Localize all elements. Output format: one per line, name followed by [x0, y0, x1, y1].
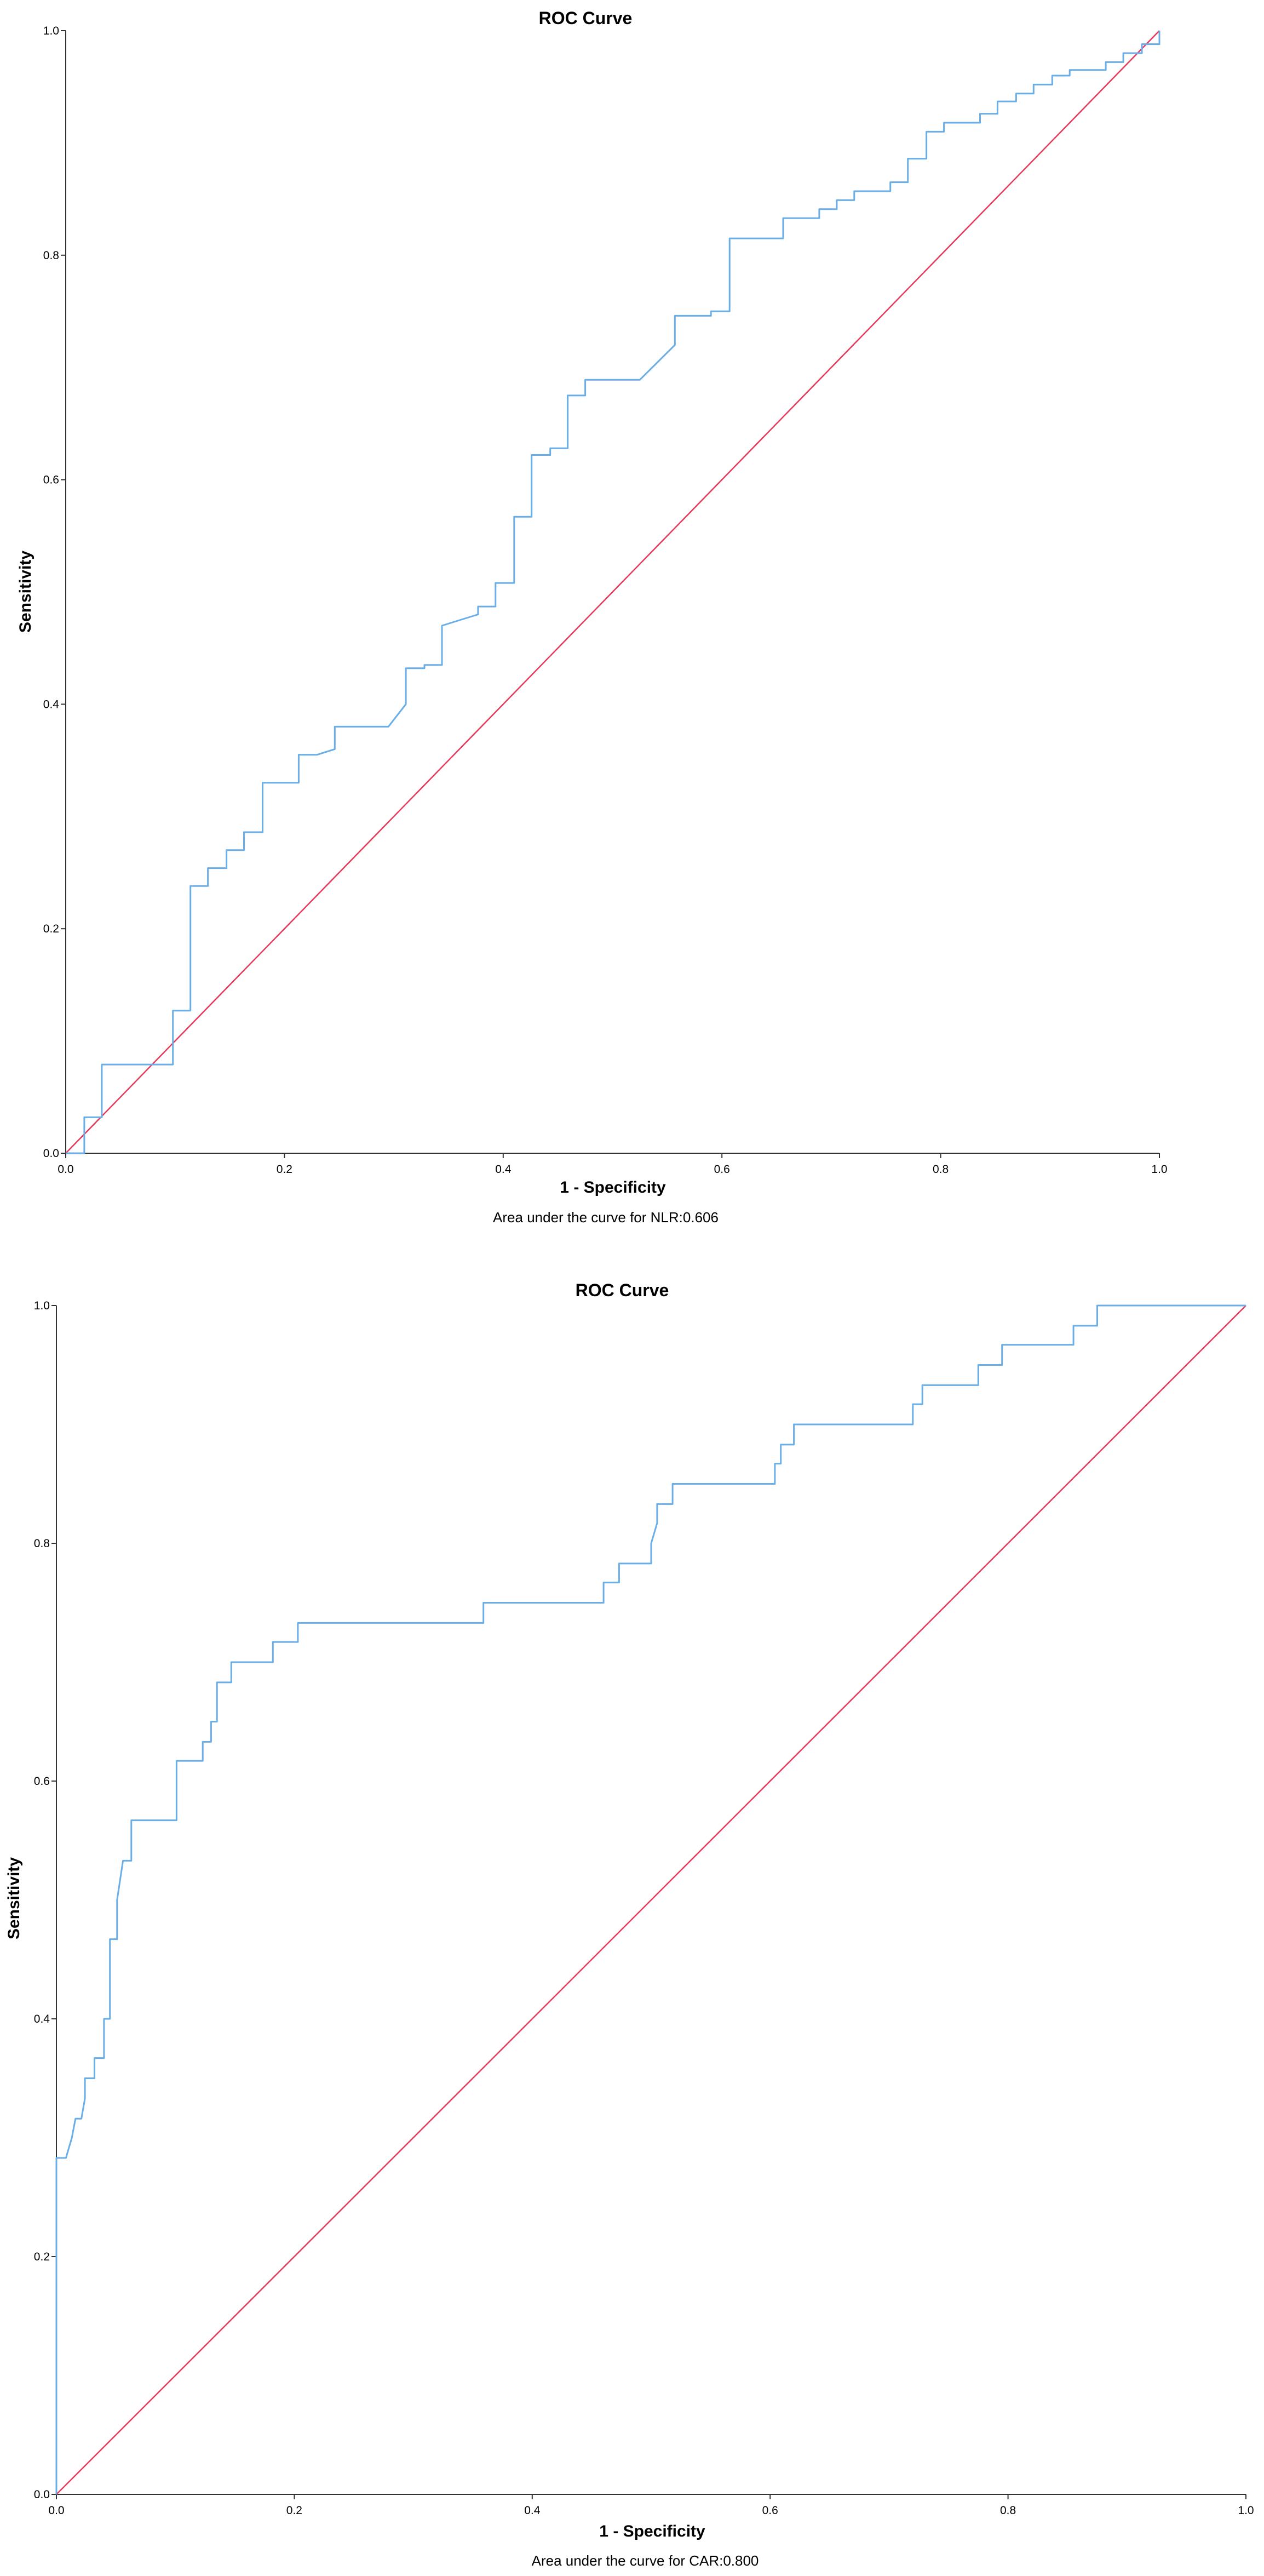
chart-2-axes: 0.0 0.2 0.4 0.6 0.8 1.0 0.0 0.2 0.4 0.6 0.8 1.0	[34, 1300, 1254, 2517]
y-tick-label: 0.8	[43, 249, 59, 262]
y-tick-label: 1.0	[43, 25, 59, 37]
chart-1-axes: 0.0 0.2 0.4 0.6 0.8 1.0 0.0 0.2 0.4 0.6 0.8 1.0	[43, 25, 1168, 1176]
y-tick-label: 0.0	[43, 1147, 59, 1160]
x-tick-label: 0.4	[524, 2504, 541, 2517]
x-tick-label: 0.8	[1000, 2504, 1016, 2517]
roc-chart-2: ROC Curve 0.0 0.2 0.4 0.6 0.8 1.0 0.0 0.2 0.4 0.6…	[5, 1280, 1254, 2569]
chart-1-x-axis-label: 1 - Specificity	[560, 1178, 666, 1197]
x-tick-label: 1.0	[1238, 2504, 1254, 2517]
y-tick-label: 0.0	[34, 2488, 50, 2501]
chart-1-title: ROC Curve	[539, 8, 633, 28]
y-tick-label: 0.6	[43, 474, 59, 486]
chart-2-x-axis-label: 1 - Specificity	[599, 2522, 705, 2540]
chart-1-y-axis-label: Sensitivity	[16, 551, 35, 633]
x-tick-label: 0.0	[58, 1163, 73, 1176]
chart-1-reference-line	[65, 30, 1160, 1154]
x-tick-label: 0.2	[277, 1163, 292, 1176]
y-tick-label: 0.2	[34, 2251, 50, 2263]
x-tick-label: 0.6	[762, 2504, 778, 2517]
y-tick-label: 0.4	[34, 2013, 50, 2025]
roc-series-line	[55, 1304, 1246, 2494]
y-tick-label: 1.0	[34, 1300, 50, 1312]
y-tick-label: 0.2	[43, 923, 59, 935]
x-tick-label: 0.4	[495, 1163, 512, 1176]
chart-2-title: ROC Curve	[576, 1280, 669, 1300]
reference-diagonal-line	[56, 1305, 1246, 2495]
chart-1-auc-caption: Area under the curve for NLR:0.606	[493, 1209, 719, 1226]
x-tick-label: 0.2	[286, 2504, 302, 2517]
y-tick-label: 0.8	[34, 1537, 50, 1550]
chart-1-roc-curve	[66, 31, 1160, 1154]
chart-2-roc-curve	[55, 1304, 1246, 2494]
x-tick-label: 0.8	[933, 1163, 949, 1176]
chart-2-y-axis-label: Sensitivity	[5, 1857, 23, 1939]
roc-chart-1: ROC Curve 0.0 0.2 0.4 0.6 0.8 1.0 0.0 0.2 0.4 0.6…	[16, 8, 1168, 1226]
roc-series-line	[66, 31, 1160, 1154]
x-tick-label: 0.6	[714, 1163, 730, 1176]
chart-2-auc-caption: Area under the curve for CAR:0.800	[532, 2552, 759, 2569]
x-tick-label: 0.0	[48, 2504, 64, 2517]
chart-2-reference-line	[56, 1305, 1246, 2495]
reference-diagonal-line	[65, 30, 1160, 1154]
x-tick-label: 1.0	[1151, 1163, 1167, 1176]
y-tick-label: 0.6	[34, 1775, 50, 1788]
y-tick-label: 0.4	[43, 698, 60, 711]
